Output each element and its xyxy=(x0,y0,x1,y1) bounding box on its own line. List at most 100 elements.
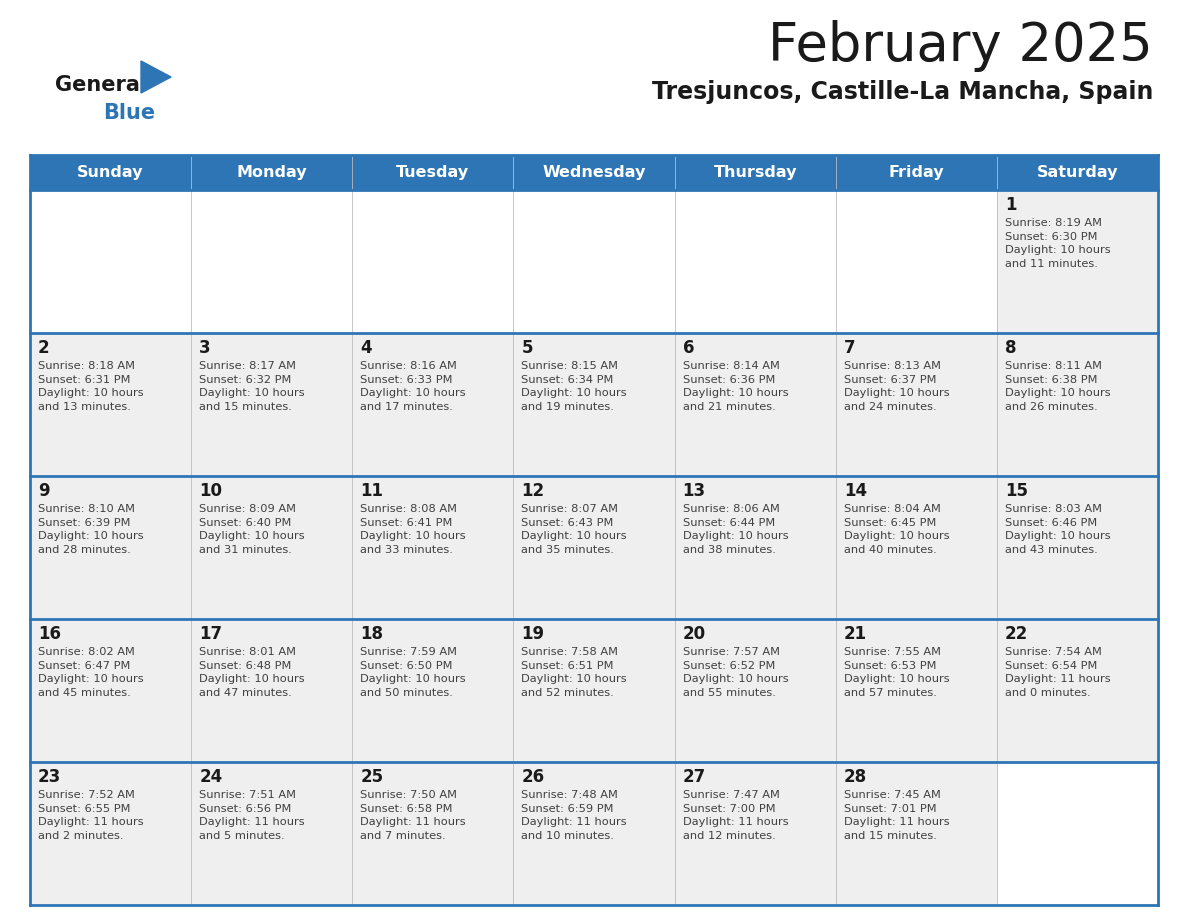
Bar xyxy=(997,762,1158,905)
Bar xyxy=(191,619,353,762)
Text: Sunrise: 7:51 AM
Sunset: 6:56 PM
Daylight: 11 hours
and 5 minutes.: Sunrise: 7:51 AM Sunset: 6:56 PM Dayligh… xyxy=(200,790,305,841)
Text: Sunrise: 8:17 AM
Sunset: 6:32 PM
Daylight: 10 hours
and 15 minutes.: Sunrise: 8:17 AM Sunset: 6:32 PM Dayligh… xyxy=(200,361,305,412)
Bar xyxy=(675,333,835,476)
Text: 13: 13 xyxy=(683,482,706,500)
Text: Sunrise: 7:52 AM
Sunset: 6:55 PM
Daylight: 11 hours
and 2 minutes.: Sunrise: 7:52 AM Sunset: 6:55 PM Dayligh… xyxy=(38,790,144,841)
Bar xyxy=(353,190,513,333)
Text: 28: 28 xyxy=(843,768,867,786)
Text: Sunrise: 7:47 AM
Sunset: 7:00 PM
Daylight: 11 hours
and 12 minutes.: Sunrise: 7:47 AM Sunset: 7:00 PM Dayligh… xyxy=(683,790,788,841)
Bar xyxy=(513,333,675,476)
Bar xyxy=(513,619,675,762)
Text: 6: 6 xyxy=(683,339,694,357)
Text: Sunrise: 8:01 AM
Sunset: 6:48 PM
Daylight: 10 hours
and 47 minutes.: Sunrise: 8:01 AM Sunset: 6:48 PM Dayligh… xyxy=(200,647,305,698)
Polygon shape xyxy=(141,61,171,93)
Bar xyxy=(30,190,191,333)
Bar xyxy=(353,333,513,476)
Text: 5: 5 xyxy=(522,339,533,357)
Text: Sunrise: 8:13 AM
Sunset: 6:37 PM
Daylight: 10 hours
and 24 minutes.: Sunrise: 8:13 AM Sunset: 6:37 PM Dayligh… xyxy=(843,361,949,412)
Text: 3: 3 xyxy=(200,339,210,357)
Bar xyxy=(675,762,835,905)
Text: Sunrise: 7:57 AM
Sunset: 6:52 PM
Daylight: 10 hours
and 55 minutes.: Sunrise: 7:57 AM Sunset: 6:52 PM Dayligh… xyxy=(683,647,788,698)
Text: Sunrise: 8:10 AM
Sunset: 6:39 PM
Daylight: 10 hours
and 28 minutes.: Sunrise: 8:10 AM Sunset: 6:39 PM Dayligh… xyxy=(38,504,144,554)
Text: 20: 20 xyxy=(683,625,706,643)
Text: General: General xyxy=(55,75,147,95)
Text: 12: 12 xyxy=(522,482,544,500)
Text: Sunrise: 7:48 AM
Sunset: 6:59 PM
Daylight: 11 hours
and 10 minutes.: Sunrise: 7:48 AM Sunset: 6:59 PM Dayligh… xyxy=(522,790,627,841)
Text: Thursday: Thursday xyxy=(713,165,797,180)
Text: 9: 9 xyxy=(38,482,50,500)
Text: 4: 4 xyxy=(360,339,372,357)
Text: 25: 25 xyxy=(360,768,384,786)
Text: 8: 8 xyxy=(1005,339,1017,357)
Bar xyxy=(997,619,1158,762)
Text: Sunrise: 8:04 AM
Sunset: 6:45 PM
Daylight: 10 hours
and 40 minutes.: Sunrise: 8:04 AM Sunset: 6:45 PM Dayligh… xyxy=(843,504,949,554)
Text: Blue: Blue xyxy=(103,103,156,123)
Text: Sunrise: 7:55 AM
Sunset: 6:53 PM
Daylight: 10 hours
and 57 minutes.: Sunrise: 7:55 AM Sunset: 6:53 PM Dayligh… xyxy=(843,647,949,698)
Text: 17: 17 xyxy=(200,625,222,643)
Text: Sunrise: 8:02 AM
Sunset: 6:47 PM
Daylight: 10 hours
and 45 minutes.: Sunrise: 8:02 AM Sunset: 6:47 PM Dayligh… xyxy=(38,647,144,698)
Bar xyxy=(191,476,353,619)
Bar xyxy=(835,190,997,333)
Text: 10: 10 xyxy=(200,482,222,500)
Bar xyxy=(675,190,835,333)
Text: 16: 16 xyxy=(38,625,61,643)
Text: Sunrise: 8:09 AM
Sunset: 6:40 PM
Daylight: 10 hours
and 31 minutes.: Sunrise: 8:09 AM Sunset: 6:40 PM Dayligh… xyxy=(200,504,305,554)
Bar xyxy=(30,333,191,476)
Text: Sunrise: 8:16 AM
Sunset: 6:33 PM
Daylight: 10 hours
and 17 minutes.: Sunrise: 8:16 AM Sunset: 6:33 PM Dayligh… xyxy=(360,361,466,412)
Text: 19: 19 xyxy=(522,625,544,643)
Bar xyxy=(30,762,191,905)
Text: Sunrise: 7:50 AM
Sunset: 6:58 PM
Daylight: 11 hours
and 7 minutes.: Sunrise: 7:50 AM Sunset: 6:58 PM Dayligh… xyxy=(360,790,466,841)
Bar xyxy=(191,333,353,476)
Text: Saturday: Saturday xyxy=(1037,165,1118,180)
Text: Sunrise: 8:07 AM
Sunset: 6:43 PM
Daylight: 10 hours
and 35 minutes.: Sunrise: 8:07 AM Sunset: 6:43 PM Dayligh… xyxy=(522,504,627,554)
Bar xyxy=(675,619,835,762)
Bar xyxy=(30,155,1158,190)
Bar xyxy=(191,190,353,333)
Text: 27: 27 xyxy=(683,768,706,786)
Text: Sunrise: 7:54 AM
Sunset: 6:54 PM
Daylight: 11 hours
and 0 minutes.: Sunrise: 7:54 AM Sunset: 6:54 PM Dayligh… xyxy=(1005,647,1111,698)
Bar xyxy=(353,619,513,762)
Text: Monday: Monday xyxy=(236,165,307,180)
Text: 22: 22 xyxy=(1005,625,1028,643)
Text: Sunday: Sunday xyxy=(77,165,144,180)
Bar xyxy=(30,619,191,762)
Text: Sunrise: 8:08 AM
Sunset: 6:41 PM
Daylight: 10 hours
and 33 minutes.: Sunrise: 8:08 AM Sunset: 6:41 PM Dayligh… xyxy=(360,504,466,554)
Text: Sunrise: 8:14 AM
Sunset: 6:36 PM
Daylight: 10 hours
and 21 minutes.: Sunrise: 8:14 AM Sunset: 6:36 PM Dayligh… xyxy=(683,361,788,412)
Bar xyxy=(353,762,513,905)
Text: Sunrise: 8:11 AM
Sunset: 6:38 PM
Daylight: 10 hours
and 26 minutes.: Sunrise: 8:11 AM Sunset: 6:38 PM Dayligh… xyxy=(1005,361,1111,412)
Text: Wednesday: Wednesday xyxy=(542,165,646,180)
Bar xyxy=(191,762,353,905)
Text: 7: 7 xyxy=(843,339,855,357)
Bar xyxy=(513,476,675,619)
Bar xyxy=(997,333,1158,476)
Text: 24: 24 xyxy=(200,768,222,786)
Text: 15: 15 xyxy=(1005,482,1028,500)
Text: Sunrise: 8:18 AM
Sunset: 6:31 PM
Daylight: 10 hours
and 13 minutes.: Sunrise: 8:18 AM Sunset: 6:31 PM Dayligh… xyxy=(38,361,144,412)
Text: 1: 1 xyxy=(1005,196,1017,214)
Text: Sunrise: 8:19 AM
Sunset: 6:30 PM
Daylight: 10 hours
and 11 minutes.: Sunrise: 8:19 AM Sunset: 6:30 PM Dayligh… xyxy=(1005,218,1111,269)
Text: Tresjuncos, Castille-La Mancha, Spain: Tresjuncos, Castille-La Mancha, Spain xyxy=(652,80,1154,104)
Text: Tuesday: Tuesday xyxy=(397,165,469,180)
Bar xyxy=(513,190,675,333)
Text: 2: 2 xyxy=(38,339,50,357)
Text: Sunrise: 7:45 AM
Sunset: 7:01 PM
Daylight: 11 hours
and 15 minutes.: Sunrise: 7:45 AM Sunset: 7:01 PM Dayligh… xyxy=(843,790,949,841)
Text: 11: 11 xyxy=(360,482,384,500)
Bar xyxy=(997,476,1158,619)
Bar xyxy=(835,619,997,762)
Text: 14: 14 xyxy=(843,482,867,500)
Bar xyxy=(835,333,997,476)
Bar xyxy=(675,476,835,619)
Bar xyxy=(353,476,513,619)
Text: Sunrise: 8:15 AM
Sunset: 6:34 PM
Daylight: 10 hours
and 19 minutes.: Sunrise: 8:15 AM Sunset: 6:34 PM Dayligh… xyxy=(522,361,627,412)
Bar xyxy=(513,762,675,905)
Text: 21: 21 xyxy=(843,625,867,643)
Bar xyxy=(835,476,997,619)
Text: Sunrise: 7:58 AM
Sunset: 6:51 PM
Daylight: 10 hours
and 52 minutes.: Sunrise: 7:58 AM Sunset: 6:51 PM Dayligh… xyxy=(522,647,627,698)
Text: February 2025: February 2025 xyxy=(769,20,1154,72)
Text: 18: 18 xyxy=(360,625,384,643)
Text: Sunrise: 7:59 AM
Sunset: 6:50 PM
Daylight: 10 hours
and 50 minutes.: Sunrise: 7:59 AM Sunset: 6:50 PM Dayligh… xyxy=(360,647,466,698)
Text: Sunrise: 8:06 AM
Sunset: 6:44 PM
Daylight: 10 hours
and 38 minutes.: Sunrise: 8:06 AM Sunset: 6:44 PM Dayligh… xyxy=(683,504,788,554)
Text: Sunrise: 8:03 AM
Sunset: 6:46 PM
Daylight: 10 hours
and 43 minutes.: Sunrise: 8:03 AM Sunset: 6:46 PM Dayligh… xyxy=(1005,504,1111,554)
Text: 26: 26 xyxy=(522,768,544,786)
Text: Friday: Friday xyxy=(889,165,944,180)
